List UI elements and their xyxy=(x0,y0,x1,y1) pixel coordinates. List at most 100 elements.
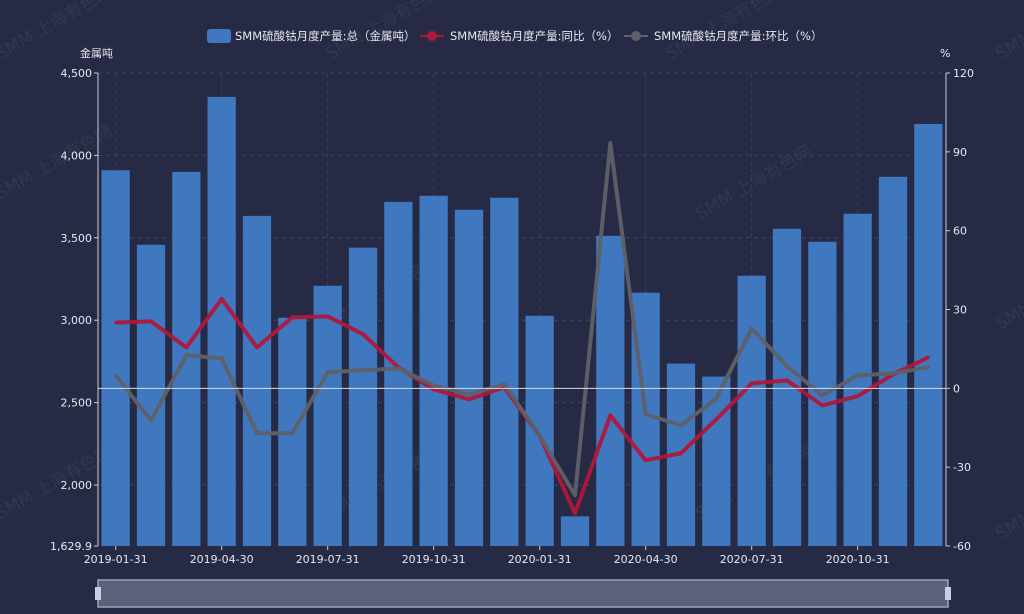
mom-point xyxy=(255,431,259,435)
mom-point xyxy=(149,418,153,422)
yoy-point xyxy=(926,355,930,359)
slider-track[interactable] xyxy=(97,579,949,608)
bar xyxy=(914,123,943,546)
yoy-point xyxy=(114,321,118,325)
mom-point xyxy=(326,370,330,374)
yoy-point xyxy=(750,381,754,385)
mom-point xyxy=(891,371,895,375)
mom-point xyxy=(467,392,471,396)
mom-line xyxy=(114,141,929,498)
yoy-point xyxy=(644,458,648,462)
bar xyxy=(560,516,590,546)
x-tick-label: 2020-10-31 xyxy=(826,553,890,566)
legend-swatch-total[interactable] xyxy=(207,29,231,43)
y-right-tick-label: 30 xyxy=(953,304,967,317)
y-left-tick-label: 3,500 xyxy=(61,232,93,245)
mom-point xyxy=(502,382,506,386)
mom-point xyxy=(750,326,754,330)
data-zoom-slider[interactable] xyxy=(95,579,951,608)
yoy-point xyxy=(467,397,471,401)
yoy-point xyxy=(326,314,330,318)
y-left-tick-label: 3,000 xyxy=(61,314,93,327)
x-tick-label: 2020-07-31 xyxy=(720,553,784,566)
legend-label-mom[interactable]: SMM硫酸钴月度产量:环比（%） xyxy=(654,29,822,43)
yoy-point xyxy=(149,319,153,323)
mom-point xyxy=(679,423,683,427)
bar xyxy=(490,197,519,546)
y-right-tick-label: 120 xyxy=(953,67,974,80)
mom-point xyxy=(220,356,224,360)
bar xyxy=(313,285,342,546)
yoy-point xyxy=(573,511,577,515)
yoy-point xyxy=(820,403,824,407)
legend-marker-yoy[interactable] xyxy=(427,31,437,41)
y-left-tick-label: 2,500 xyxy=(61,397,93,410)
bar xyxy=(101,170,130,546)
legend-label-yoy[interactable]: SMM硫酸钴月度产量:同比（%） xyxy=(450,29,618,43)
bar xyxy=(454,209,484,546)
line-series xyxy=(114,141,930,516)
yoy-point xyxy=(184,345,188,349)
mom-point xyxy=(714,396,718,400)
bar-series xyxy=(101,96,943,547)
slider-handle-left[interactable] xyxy=(95,587,101,600)
mom-point xyxy=(926,365,930,369)
mom-point xyxy=(573,493,577,497)
mom-point xyxy=(432,383,436,387)
mom-point xyxy=(608,141,612,145)
yoy-point xyxy=(714,417,718,421)
bar xyxy=(737,275,766,546)
watermark-text: SMM 上海有色网 xyxy=(693,142,816,225)
y-left-tick-label: 1,629.9 xyxy=(50,540,92,553)
bar xyxy=(596,235,625,546)
yoy-point xyxy=(220,297,224,301)
y-right-tick-label: -30 xyxy=(953,461,971,474)
mom-point xyxy=(856,373,860,377)
mom-point xyxy=(785,364,789,368)
mom-point xyxy=(820,393,824,397)
legend-label-total[interactable]: SMM硫酸钴月度产量:总（金属吨） xyxy=(235,29,416,43)
legend[interactable]: SMM硫酸钴月度产量:总（金属吨） SMM硫酸钴月度产量:同比（%） SMM硫酸… xyxy=(207,29,822,43)
yoy-point xyxy=(361,332,365,336)
slider-handle-right[interactable] xyxy=(945,587,951,600)
y-right-tick-label: -60 xyxy=(953,540,971,553)
yoy-point xyxy=(679,451,683,455)
bar xyxy=(348,247,378,546)
bar xyxy=(136,244,166,546)
bar xyxy=(878,176,908,546)
yoy-point xyxy=(608,413,612,417)
bar xyxy=(525,315,554,546)
bar xyxy=(207,96,236,547)
yoy-point xyxy=(290,315,294,319)
watermark-text: SMM 上海有色网 xyxy=(993,462,1024,545)
mom-point xyxy=(644,412,648,416)
yoy-point xyxy=(856,394,860,398)
x-tick-label: 2019-04-30 xyxy=(190,553,254,566)
x-tick-label: 2019-10-31 xyxy=(402,553,466,566)
x-tick-label: 2019-01-31 xyxy=(84,553,148,566)
y-left-axis-label: 金属吨 xyxy=(80,46,113,60)
mom-point xyxy=(396,366,400,370)
x-tick-label: 2020-01-31 xyxy=(508,553,572,566)
watermark-text: SMM 上海有色网 xyxy=(993,0,1024,64)
bar xyxy=(419,195,448,546)
axes: 金属吨 % 1,629.9 2,000 2,500 3,000 3,500 4,000 4,… xyxy=(50,46,974,566)
yoy-line xyxy=(115,296,930,516)
y-right-tick-label: 60 xyxy=(953,225,967,238)
mom-point xyxy=(290,431,294,435)
mom-point xyxy=(538,434,542,438)
legend-marker-mom[interactable] xyxy=(631,31,641,41)
y-right-tick-label: 0 xyxy=(953,382,960,395)
x-tick-label: 2019-07-31 xyxy=(296,553,360,566)
mom-point xyxy=(361,368,365,372)
bar xyxy=(242,215,272,547)
y-left-tick-label: 2,000 xyxy=(61,479,93,492)
yoy-point xyxy=(785,378,789,382)
x-tick-label: 2020-04-30 xyxy=(614,553,678,566)
y-right-axis-label: % xyxy=(940,47,950,60)
y-left-tick-label: 4,000 xyxy=(61,149,93,162)
y-left-tick-label: 4,500 xyxy=(61,67,93,80)
mom-point xyxy=(184,353,188,357)
bar xyxy=(702,376,731,546)
